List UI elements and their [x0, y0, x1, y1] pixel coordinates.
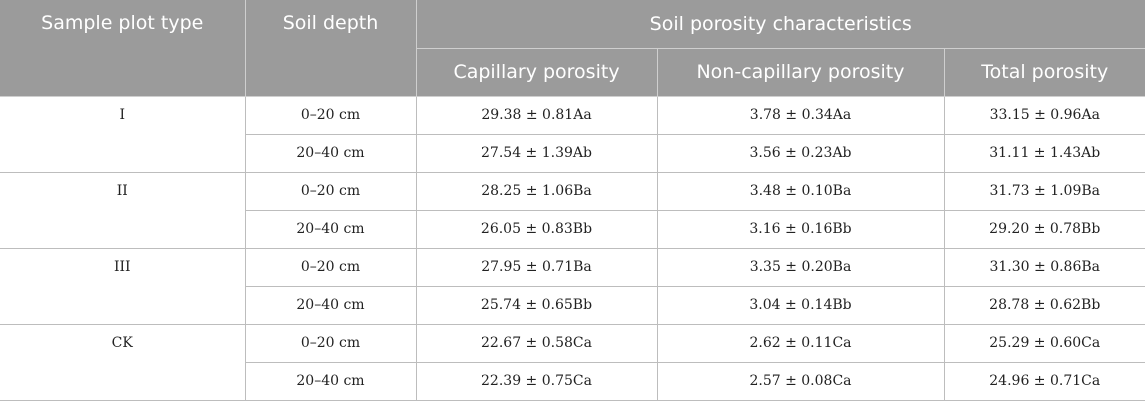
- non-capillary-porosity-cell: 3.16 ± 0.16Bb: [656, 209, 945, 249]
- table-row: II 0–20 cm 28.25 ± 1.06Ba 3.48 ± 0.10Ba …: [0, 171, 1145, 249]
- capillary-porosity-cell: 28.25 ± 1.06Ba: [415, 171, 658, 211]
- header-total-porosity: Total porosity: [943, 48, 1145, 97]
- sample-plot-type-cell: III: [0, 247, 246, 325]
- total-porosity-cell: 31.30 ± 0.86Ba: [943, 247, 1145, 287]
- header-soil-porosity-group: Soil porosity characteristics: [415, 0, 1145, 49]
- capillary-porosity-cell: 27.54 ± 1.39Ab: [415, 133, 658, 173]
- total-porosity-cell: 25.29 ± 0.60Ca: [943, 323, 1145, 363]
- header-soil-depth: Soil depth: [244, 0, 417, 97]
- non-capillary-porosity-cell: 2.62 ± 0.11Ca: [656, 323, 945, 363]
- total-porosity-cell: 24.96 ± 0.71Ca: [943, 361, 1145, 401]
- table-row: 20–40 cm 26.05 ± 0.83Bb 3.16 ± 0.16Bb 29…: [0, 209, 1145, 249]
- total-porosity-cell: 31.73 ± 1.09Ba: [943, 171, 1145, 211]
- header-row-2: Capillary porosity Non-capillary porosit…: [0, 48, 1145, 97]
- sample-plot-type-cell: CK: [0, 323, 246, 401]
- total-porosity-cell: 28.78 ± 0.62Bb: [943, 285, 1145, 325]
- header-sample-plot-type: Sample plot type: [0, 0, 246, 97]
- table-row: CK 0–20 cm 22.67 ± 0.58Ca 2.62 ± 0.11Ca …: [0, 323, 1145, 401]
- non-capillary-porosity-cell: 3.48 ± 0.10Ba: [656, 171, 945, 211]
- capillary-porosity-cell: 22.39 ± 0.75Ca: [415, 361, 658, 401]
- total-porosity-cell: 29.20 ± 0.78Bb: [943, 209, 1145, 249]
- table-row: I 0–20 cm 29.38 ± 0.81Aa 3.78 ± 0.34Aa 3…: [0, 95, 1145, 173]
- capillary-porosity-cell: 25.74 ± 0.65Bb: [415, 285, 658, 325]
- table-body: I 0–20 cm 29.38 ± 0.81Aa 3.78 ± 0.34Aa 3…: [0, 95, 1145, 401]
- sample-plot-type-cell: I: [0, 95, 246, 173]
- non-capillary-porosity-cell: 3.35 ± 0.20Ba: [656, 247, 945, 287]
- capillary-porosity-cell: 22.67 ± 0.58Ca: [415, 323, 658, 363]
- non-capillary-porosity-cell: 2.57 ± 0.08Ca: [656, 361, 945, 401]
- soil-depth-cell: 0–20 cm: [244, 171, 417, 211]
- table-row: III 0–20 cm 27.95 ± 0.71Ba 3.35 ± 0.20Ba…: [0, 247, 1145, 325]
- table-header: Sample plot type Soil depth Soil porosit…: [0, 0, 1145, 97]
- capillary-porosity-cell: 26.05 ± 0.83Bb: [415, 209, 658, 249]
- header-row-1: Sample plot type Soil depth Soil porosit…: [0, 0, 1145, 97]
- header-capillary-porosity: Capillary porosity: [416, 48, 658, 97]
- non-capillary-porosity-cell: 3.56 ± 0.23Ab: [656, 133, 945, 173]
- table-row: 20–40 cm 22.39 ± 0.75Ca 2.57 ± 0.08Ca 24…: [0, 361, 1145, 401]
- soil-depth-cell: 20–40 cm: [245, 133, 417, 173]
- total-porosity-cell: 31.11 ± 1.43Ab: [943, 133, 1145, 173]
- soil-depth-cell: 20–40 cm: [245, 285, 417, 325]
- total-porosity-cell: 33.15 ± 0.96Aa: [943, 95, 1145, 135]
- soil-depth-cell: 20–40 cm: [245, 209, 417, 249]
- soil-depth-cell: 0–20 cm: [244, 95, 417, 135]
- soil-depth-cell: 20–40 cm: [245, 361, 417, 401]
- table-row: 20–40 cm 25.74 ± 0.65Bb 3.04 ± 0.14Bb 28…: [0, 285, 1145, 325]
- header-non-capillary-porosity: Non-capillary porosity: [656, 48, 945, 97]
- soil-depth-cell: 0–20 cm: [244, 247, 417, 287]
- sample-plot-type-cell: II: [0, 171, 246, 249]
- non-capillary-porosity-cell: 3.04 ± 0.14Bb: [656, 285, 945, 325]
- soil-depth-cell: 0–20 cm: [244, 323, 417, 363]
- capillary-porosity-cell: 29.38 ± 0.81Aa: [415, 95, 658, 135]
- non-capillary-porosity-cell: 3.78 ± 0.34Aa: [656, 95, 945, 135]
- capillary-porosity-cell: 27.95 ± 0.71Ba: [415, 247, 658, 287]
